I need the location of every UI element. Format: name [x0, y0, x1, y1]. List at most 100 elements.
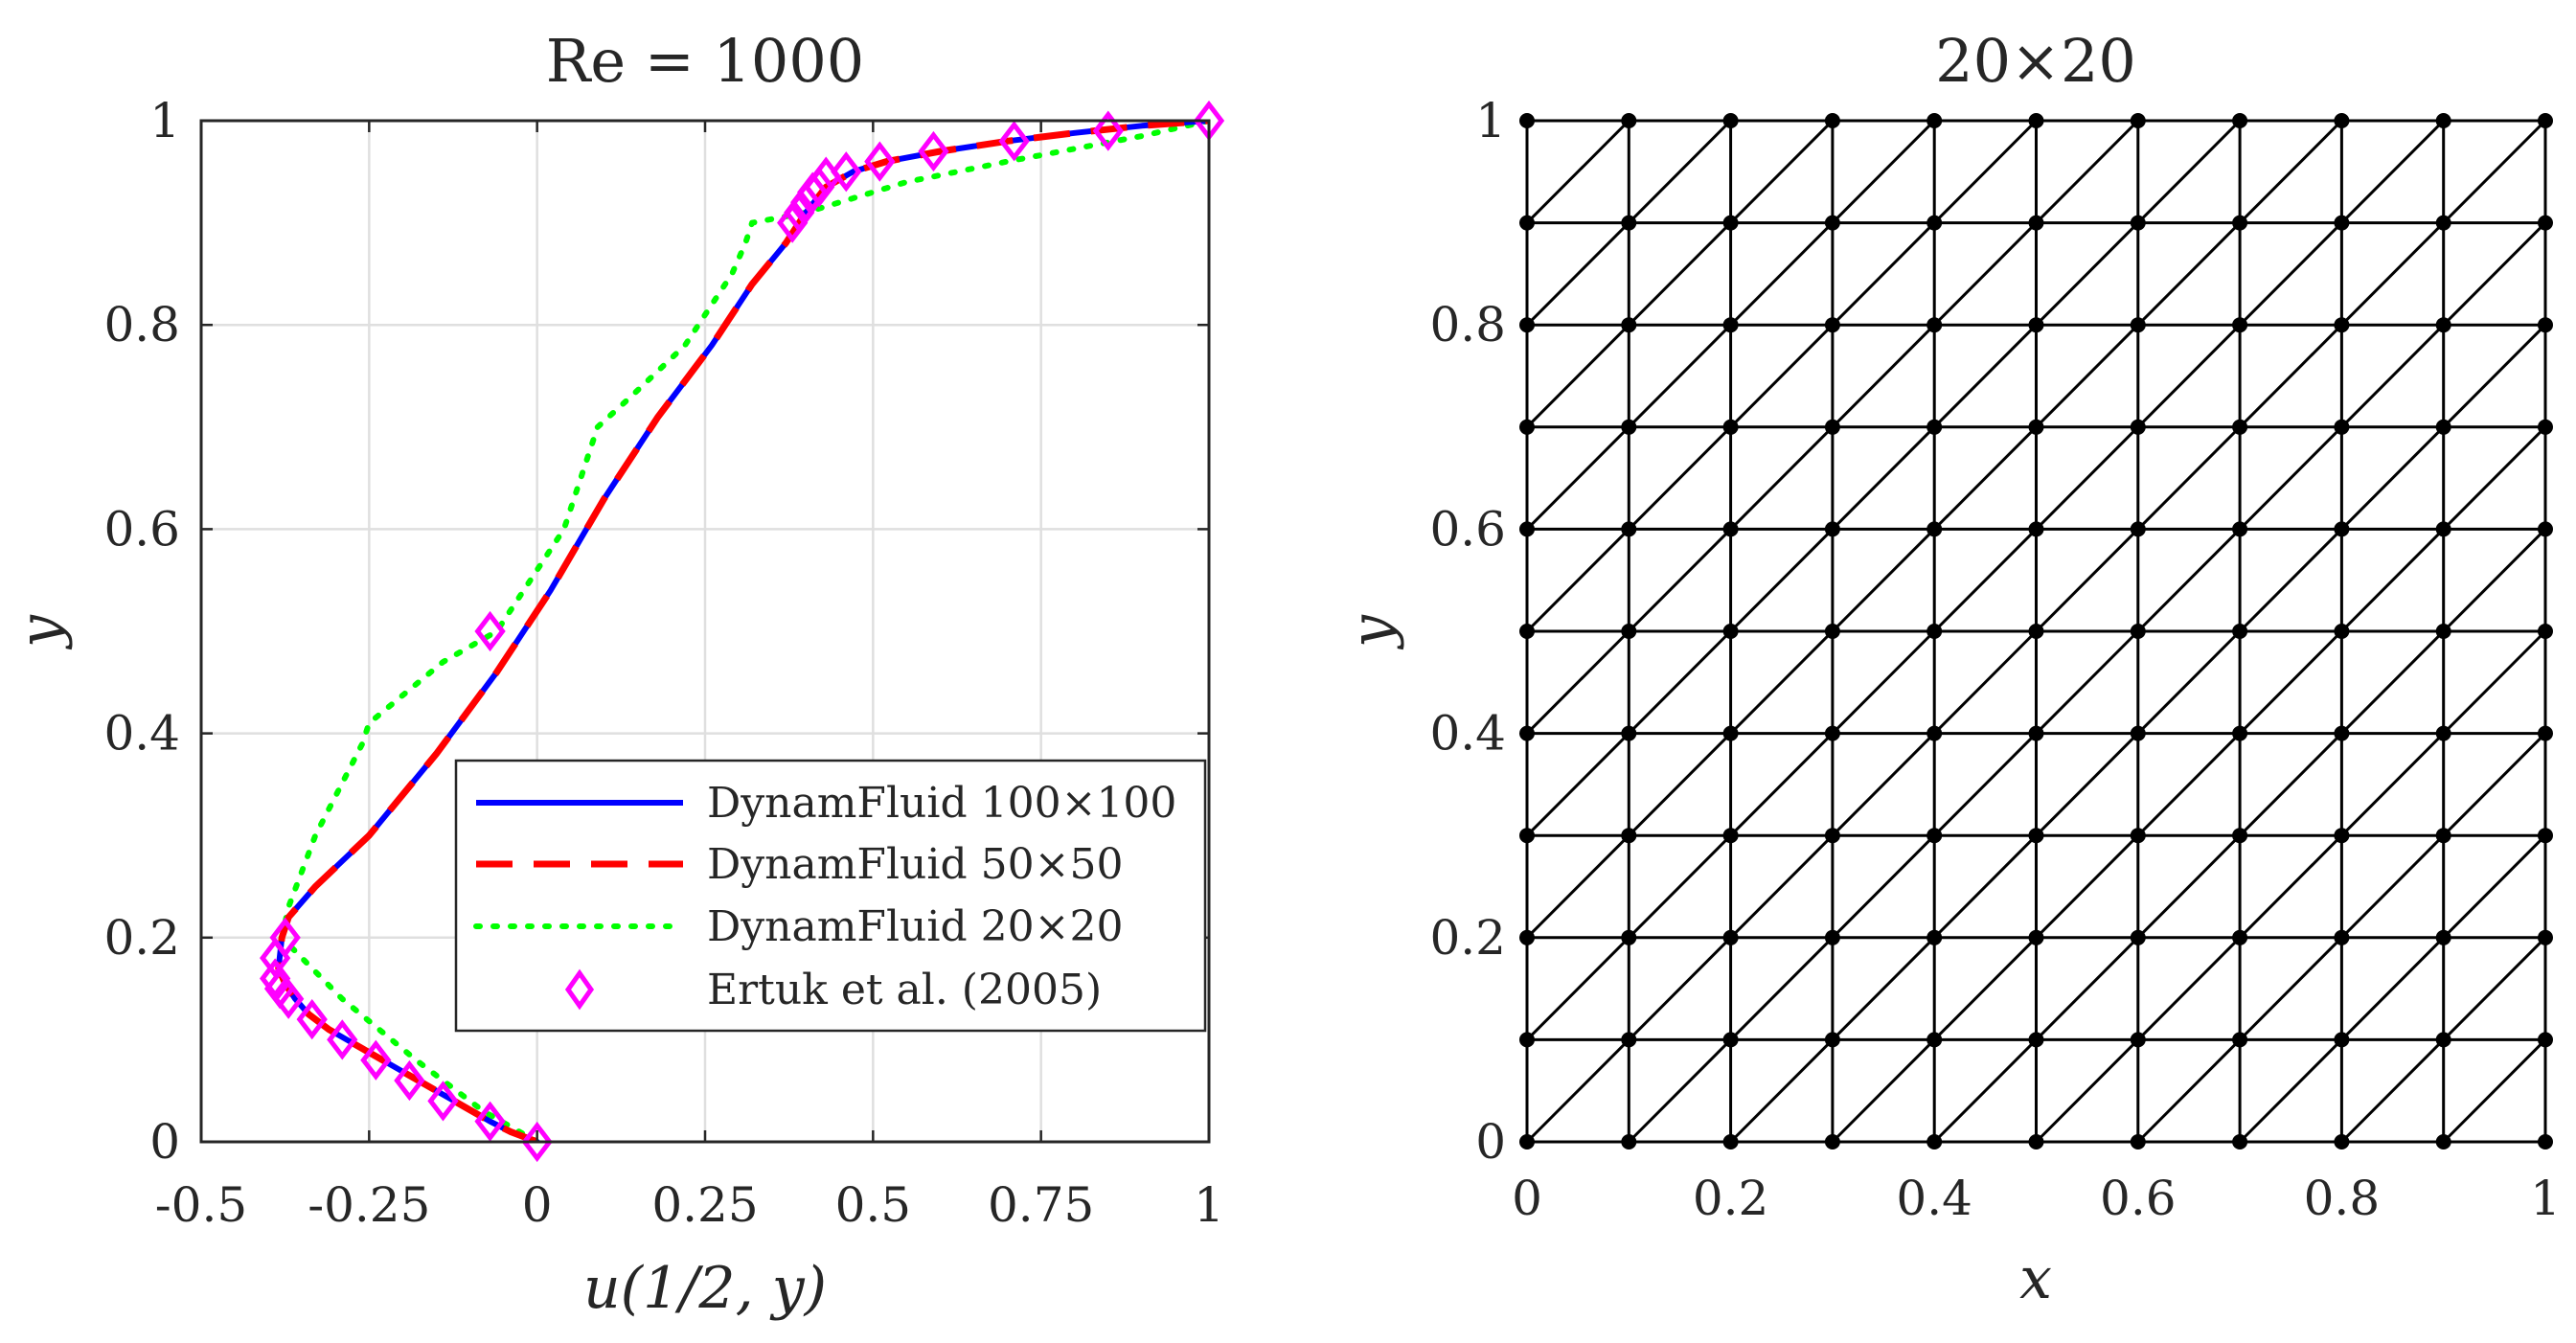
mesh-diagonal-7-9 [2239, 119, 2343, 224]
mesh-node-4-10 [1926, 113, 1943, 128]
mesh-node-9-2 [2435, 929, 2451, 945]
mesh-diagonal-9-3 [2442, 732, 2547, 837]
left-y-tick-label-0: 0 [149, 1114, 180, 1170]
mesh-node-4-0 [1926, 1134, 1943, 1150]
mesh-node-0-6 [1519, 521, 1535, 537]
mesh-node-10-9 [2538, 215, 2553, 231]
ertuk-marker-0 [521, 1121, 553, 1163]
right-y-tick-label-1: 0.2 [1429, 910, 1506, 966]
mesh-node-1-5 [1621, 624, 1637, 639]
mesh-node-8-4 [2334, 725, 2350, 741]
mesh-node-1-3 [1621, 828, 1637, 844]
mesh-node-5-6 [2028, 521, 2044, 537]
mesh-diagonal-8-7 [2340, 324, 2445, 428]
mesh-node-4-6 [1926, 521, 1943, 537]
left-y-tick-label-1: 0.2 [103, 910, 180, 966]
ertuk-marker-22 [998, 121, 1030, 162]
mesh-node-10-0 [2538, 1134, 2553, 1150]
left-x-tick-label-1: -0.25 [308, 1177, 430, 1233]
mesh-diagonal-7-7 [2239, 324, 2343, 428]
mesh-diagonal-2-5 [1729, 528, 1834, 633]
mesh-diagonal-8-6 [2340, 425, 2445, 531]
ertuk-marker-23 [1092, 110, 1124, 151]
mesh-node-6-7 [2130, 419, 2146, 435]
mesh-diagonal-0-4 [1525, 629, 1630, 735]
series-line-2 [279, 121, 1209, 1142]
mesh-node-4-1 [1926, 1032, 1943, 1048]
right-y-axis-title: y [1338, 614, 1405, 650]
mesh-node-5-5 [2028, 624, 2044, 639]
mesh-node-7-9 [2232, 215, 2248, 231]
mesh-node-10-4 [2538, 725, 2553, 741]
left-y-tick-label-3: 0.6 [103, 501, 180, 557]
mesh-diagonal-7-5 [2239, 528, 2343, 633]
mesh-node-2-5 [1722, 624, 1739, 639]
mesh-diagonal-9-7 [2442, 324, 2547, 428]
mesh-nodes [1519, 113, 2553, 1150]
mesh-node-5-4 [2028, 725, 2044, 741]
left-x-tick-label-2: 0 [522, 1177, 553, 1233]
right-x-tick-labels: 0 0.2 0.4 0.6 0.8 1 [1512, 1171, 2561, 1226]
left-y-tick-label-5: 1 [149, 93, 180, 148]
mesh-node-2-8 [1722, 317, 1739, 333]
mesh-diagonal-6-3 [2136, 732, 2242, 837]
mesh-diagonal-4-8 [1933, 221, 2038, 327]
mesh-diagonal-3-4 [1831, 629, 1936, 735]
mesh-node-5-9 [2028, 215, 2044, 231]
mesh-diagonal-4-2 [1933, 834, 2038, 939]
mesh-node-6-6 [2130, 521, 2146, 537]
right-x-axis-title: x [2019, 1245, 2052, 1312]
mesh-node-5-8 [2028, 317, 2044, 333]
mesh-node-10-2 [2538, 929, 2553, 945]
left-x-axis-title: u(1/2, y) [583, 1255, 827, 1322]
mesh-node-7-3 [2232, 828, 2248, 844]
left-y-tick-label-4: 0.8 [103, 297, 180, 353]
mesh-node-9-9 [2435, 215, 2451, 231]
mesh-chart: 0 0.2 0.4 0.6 0.8 1 0 0.2 0.4 0.6 0.8 1 20×20 x y [1338, 26, 2561, 1312]
mesh-diagonal-1-6 [1628, 425, 1732, 531]
right-y-tick-label-5: 1 [1475, 93, 1506, 148]
mesh-node-8-3 [2334, 828, 2350, 844]
ertuk-marker-11 [269, 917, 301, 958]
mesh-diagonal-0-1 [1525, 936, 1630, 1041]
mesh-diagonal-5-0 [2035, 1038, 2139, 1144]
mesh-diagonal-2-9 [1729, 119, 1834, 224]
mesh-node-8-9 [2334, 215, 2350, 231]
left-y-tick-label-2: 0.4 [103, 706, 180, 762]
mesh-node-10-1 [2538, 1032, 2553, 1048]
mesh-diagonal-9-9 [2442, 119, 2547, 224]
ertuk-marker-12 [474, 610, 506, 652]
right-y-tick-label-0: 0 [1475, 1114, 1506, 1170]
mesh-diagonal-1-7 [1628, 324, 1732, 428]
mesh-diagonal-2-0 [1729, 1038, 1834, 1144]
mesh-diagonal-1-3 [1628, 732, 1732, 837]
velocity-profile-chart: -0.5 -0.25 0 0.25 0.5 0.75 1 0 0.2 0.4 0.6 0.8 1 Re… [7, 26, 1225, 1322]
mesh-diagonal-5-8 [2035, 221, 2139, 327]
mesh-node-9-7 [2435, 419, 2451, 435]
mesh-diagonal-5-2 [2035, 834, 2139, 939]
mesh-node-6-5 [2130, 624, 2146, 639]
mesh-diagonal-0-6 [1525, 425, 1630, 531]
mesh-node-7-10 [2232, 113, 2248, 128]
right-x-tick-label-1: 0.2 [1693, 1171, 1769, 1226]
mesh-node-1-0 [1621, 1134, 1637, 1150]
mesh-node-9-8 [2435, 317, 2451, 333]
left-x-tick-label-0: -0.5 [155, 1177, 247, 1233]
mesh-node-0-10 [1519, 113, 1535, 128]
mesh-diagonal-1-4 [1628, 629, 1732, 735]
mesh-node-2-1 [1722, 1032, 1739, 1048]
mesh-node-4-3 [1926, 828, 1943, 844]
mesh-diagonal-7-3 [2239, 732, 2343, 837]
right-y-tick-label-2: 0.4 [1429, 706, 1506, 762]
mesh-diagonal-7-8 [2239, 221, 2343, 327]
mesh-node-5-10 [2028, 113, 2044, 128]
mesh-node-2-10 [1722, 113, 1739, 128]
right-x-tick-label-4: 0.8 [2304, 1171, 2381, 1226]
mesh-diagonal-6-4 [2136, 629, 2242, 735]
right-y-tick-label-3: 0.6 [1429, 501, 1506, 557]
mesh-node-7-6 [2232, 521, 2248, 537]
mesh-diagonal-3-9 [1831, 119, 1936, 224]
right-x-tick-label-2: 0.4 [1896, 1171, 1972, 1226]
mesh-diagonal-5-5 [2035, 528, 2139, 633]
mesh-node-5-2 [2028, 929, 2044, 945]
